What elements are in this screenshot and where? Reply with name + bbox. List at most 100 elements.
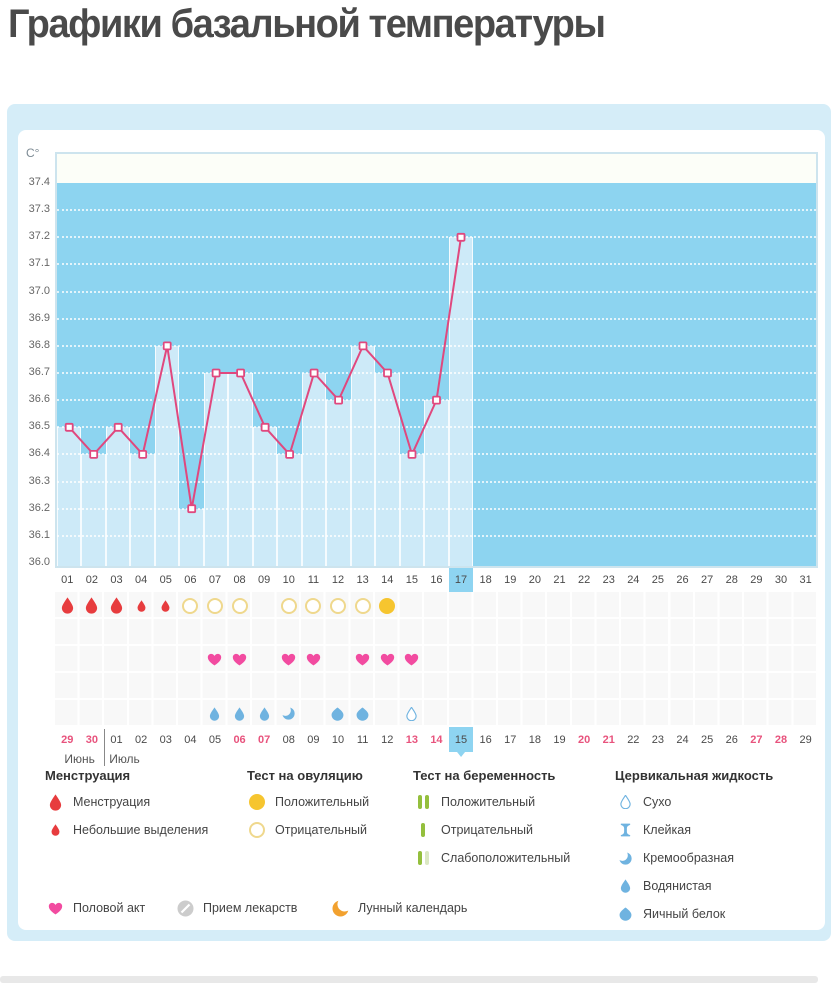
cycle-day-cell[interactable]: 12 xyxy=(331,574,345,586)
cycle-day-cell[interactable]: 11 xyxy=(307,574,320,586)
calendar-date-cell[interactable]: 29 xyxy=(61,733,74,746)
selected-date-tab xyxy=(457,752,466,757)
calendar-date-cell[interactable]: 09 xyxy=(307,733,320,746)
ovul-neg-icon xyxy=(178,592,203,619)
calendar-date-cell[interactable]: 19 xyxy=(553,733,566,746)
temp-marker xyxy=(309,368,319,378)
calendar-date-cell[interactable]: 12 xyxy=(381,733,394,746)
cycle-day-cell[interactable]: 14 xyxy=(381,574,394,586)
cycle-day-cell[interactable]: 16 xyxy=(430,574,443,586)
cycle-day-cell[interactable]: 09 xyxy=(258,574,271,586)
legend-item: Отрицательный xyxy=(413,821,570,839)
cycle-day-cell[interactable]: 08 xyxy=(233,574,246,586)
calendar-date-cell[interactable]: 28 xyxy=(774,733,788,746)
cycle-day-cell[interactable]: 19 xyxy=(504,574,517,586)
y-tick-label: 36.9 xyxy=(28,311,50,324)
ovul-neg-icon xyxy=(301,592,326,619)
temp-marker xyxy=(236,368,246,378)
cycle-day-cell[interactable]: 29 xyxy=(750,574,763,586)
calendar-date-cell[interactable]: 06 xyxy=(233,733,246,746)
calendar-date-cell[interactable]: 17 xyxy=(504,733,517,746)
gridline xyxy=(57,426,816,429)
horizontal-scrollbar[interactable] xyxy=(0,976,818,983)
cycle-day-cell[interactable]: 24 xyxy=(627,574,640,586)
day-fill-bar xyxy=(130,454,155,566)
temp-marker xyxy=(432,395,441,405)
calendar-date-cell[interactable]: 16 xyxy=(479,733,492,746)
cycle-day-cell[interactable]: 22 xyxy=(577,574,591,586)
cycle-day-cell[interactable]: 01 xyxy=(61,574,74,586)
y-tick-label: 37.3 xyxy=(28,203,50,216)
cycle-day-cell[interactable]: 02 xyxy=(85,574,99,586)
legend-column-title: Менструация xyxy=(45,768,131,783)
cycle-day-cell[interactable]: 17 xyxy=(448,568,474,592)
cycle-day-cell[interactable]: 18 xyxy=(479,574,492,586)
calendar-date-cell[interactable]: 05 xyxy=(208,733,222,746)
calendar-date-cell[interactable]: 24 xyxy=(676,733,689,746)
calendar-date-cell[interactable]: 25 xyxy=(701,733,714,746)
cycle-day-cell[interactable]: 05 xyxy=(159,574,172,586)
calendar-date-cell[interactable]: 04 xyxy=(184,733,197,746)
calendar-date-cell[interactable]: 18 xyxy=(528,733,541,746)
day-fill-bar xyxy=(375,373,400,566)
calendar-date-cell[interactable]: 27 xyxy=(750,733,763,746)
calendar-date-cell[interactable]: 08 xyxy=(282,733,295,746)
temp-marker xyxy=(407,449,417,459)
cycle-day-cell[interactable]: 30 xyxy=(774,574,788,586)
legend-item: Кремообразная xyxy=(615,849,773,867)
calendar-date-cell[interactable]: 30 xyxy=(85,733,99,746)
cf-eggwhite-icon xyxy=(615,907,635,921)
preg-weak-icon xyxy=(413,851,433,865)
legend-item: Менструация xyxy=(45,793,208,811)
gridline xyxy=(57,317,816,320)
cycle-day-cell[interactable]: 20 xyxy=(528,574,541,586)
calendar-date-cell[interactable]: 22 xyxy=(627,733,640,746)
calendar-date-cell[interactable]: 15 xyxy=(448,727,474,757)
cycle-day-cell[interactable]: 23 xyxy=(602,574,615,586)
calendar-date-cell[interactable]: 13 xyxy=(405,733,418,746)
gridline xyxy=(57,453,816,456)
cycle-day-cell[interactable]: 21 xyxy=(553,574,566,586)
gridline xyxy=(57,236,816,239)
day-fill-bar xyxy=(228,373,253,566)
cycle-day-cell[interactable]: 15 xyxy=(405,574,418,586)
calendar-date-cell[interactable]: 02 xyxy=(135,733,148,746)
calendar-date-cell[interactable]: 23 xyxy=(651,733,665,746)
y-tick-label: 36.0 xyxy=(28,556,50,568)
calendar-date-cell[interactable]: 07 xyxy=(258,733,271,746)
cf-creamy-icon xyxy=(615,851,635,865)
cycle-day-cell[interactable]: 27 xyxy=(701,574,714,586)
cycle-day-cell[interactable]: 10 xyxy=(282,574,295,586)
calendar-date-cell[interactable]: 01 xyxy=(110,733,123,746)
cycle-day-cell[interactable]: 28 xyxy=(725,574,738,586)
gridline xyxy=(57,507,816,510)
calendar-date-cell[interactable]: 03 xyxy=(159,733,172,746)
y-tick-label: 36.1 xyxy=(28,528,50,541)
calendar-date-cell[interactable]: 21 xyxy=(602,733,615,746)
cf-sticky-icon xyxy=(615,823,635,837)
calendar-date-cell[interactable]: 14 xyxy=(430,733,443,746)
cycle-day-cell[interactable]: 13 xyxy=(356,574,369,586)
cycle-day-cell[interactable]: 04 xyxy=(135,574,148,586)
cycle-day-cell[interactable]: 06 xyxy=(184,574,197,586)
heart-icon xyxy=(375,646,400,673)
cycle-day-cell[interactable]: 03 xyxy=(110,574,123,586)
calendar-date-cell[interactable]: 10 xyxy=(331,733,345,746)
cycle-day-cell[interactable]: 25 xyxy=(651,574,665,586)
calendar-date-cell[interactable]: 26 xyxy=(725,733,738,746)
gridline xyxy=(57,290,816,293)
moon-icon xyxy=(330,899,350,917)
day-fill-bar xyxy=(81,454,106,566)
legend-item-label: Водянистая xyxy=(643,879,712,893)
legend-item-label: Положительный xyxy=(441,795,536,809)
legend-column: Тест на овуляцию Положительный Отрицательн… xyxy=(247,768,369,849)
cycle-day-cell[interactable]: 07 xyxy=(208,574,222,586)
legend-item-label: Положительный xyxy=(275,795,370,809)
cycle-day-cell[interactable]: 26 xyxy=(676,574,689,586)
calendar-date-cell[interactable]: 29 xyxy=(799,733,812,746)
calendar-date-cell[interactable]: 11 xyxy=(356,733,369,746)
plot-area xyxy=(57,154,816,566)
y-tick-label: 37.2 xyxy=(28,230,50,243)
calendar-date-cell[interactable]: 20 xyxy=(577,733,591,746)
cycle-day-cell[interactable]: 31 xyxy=(799,574,812,586)
